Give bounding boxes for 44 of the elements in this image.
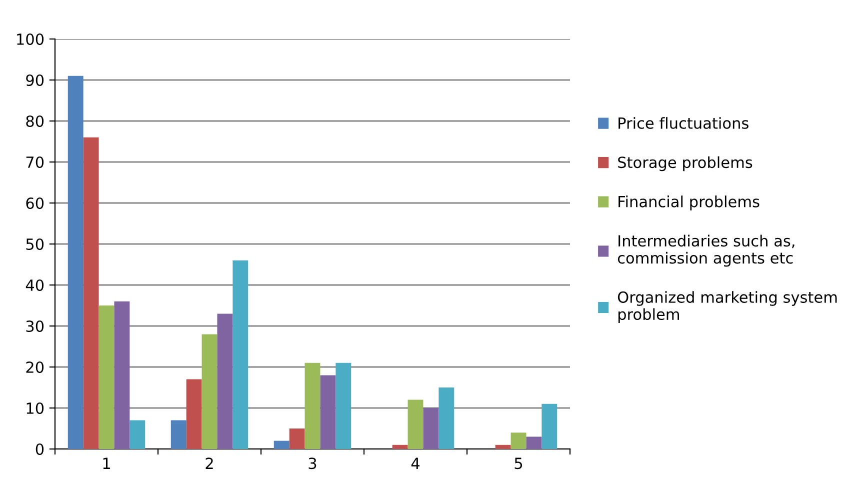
bar — [320, 375, 336, 449]
bar — [392, 444, 408, 449]
bar — [130, 420, 146, 449]
bar — [495, 444, 511, 449]
y-tick-label: 10 — [26, 402, 44, 414]
bar — [336, 362, 352, 449]
y-tick-label: 20 — [26, 361, 44, 374]
bar — [304, 362, 320, 449]
y-tick-label: 30 — [26, 320, 44, 332]
y-tick-label: 90 — [26, 74, 44, 86]
legend-label: Price fluctuations — [618, 117, 748, 129]
y-tick-label: 50 — [26, 238, 44, 250]
bar — [423, 408, 439, 449]
y-tick-label: 80 — [26, 115, 44, 128]
y-tick-label: 100 — [17, 33, 44, 46]
bar — [289, 428, 305, 449]
x-tick-label: 3 — [308, 458, 316, 470]
legend-label: Intermediaries such as, commission agents etc — [618, 234, 794, 267]
legend-label: Financial problems — [618, 196, 760, 210]
bar — [98, 306, 114, 449]
bar — [170, 420, 186, 449]
x-tick-label: 1 — [103, 458, 110, 469]
bar — [232, 260, 248, 449]
x-tick-label: 2 — [206, 458, 213, 469]
bar — [438, 388, 454, 449]
bar — [542, 404, 558, 449]
y-tick-label: 40 — [26, 279, 44, 292]
x-tick-label: 4 — [411, 458, 420, 469]
bar — [68, 76, 84, 449]
bar — [186, 379, 202, 449]
y-tick-label: 70 — [26, 156, 44, 168]
bar — [274, 440, 290, 449]
bar — [114, 301, 130, 449]
bar — [510, 432, 526, 449]
y-tick-label: 60 — [26, 197, 44, 210]
y-tick-label: 0 — [36, 443, 44, 456]
bar — [83, 137, 99, 449]
bar — [202, 334, 218, 449]
bar — [217, 314, 233, 449]
bar — [526, 436, 542, 449]
bar — [408, 400, 424, 449]
legend-label: Organized marketing system problem — [618, 291, 837, 324]
legend-label: Storage problems — [618, 156, 752, 172]
x-tick-label: 5 — [514, 458, 522, 470]
